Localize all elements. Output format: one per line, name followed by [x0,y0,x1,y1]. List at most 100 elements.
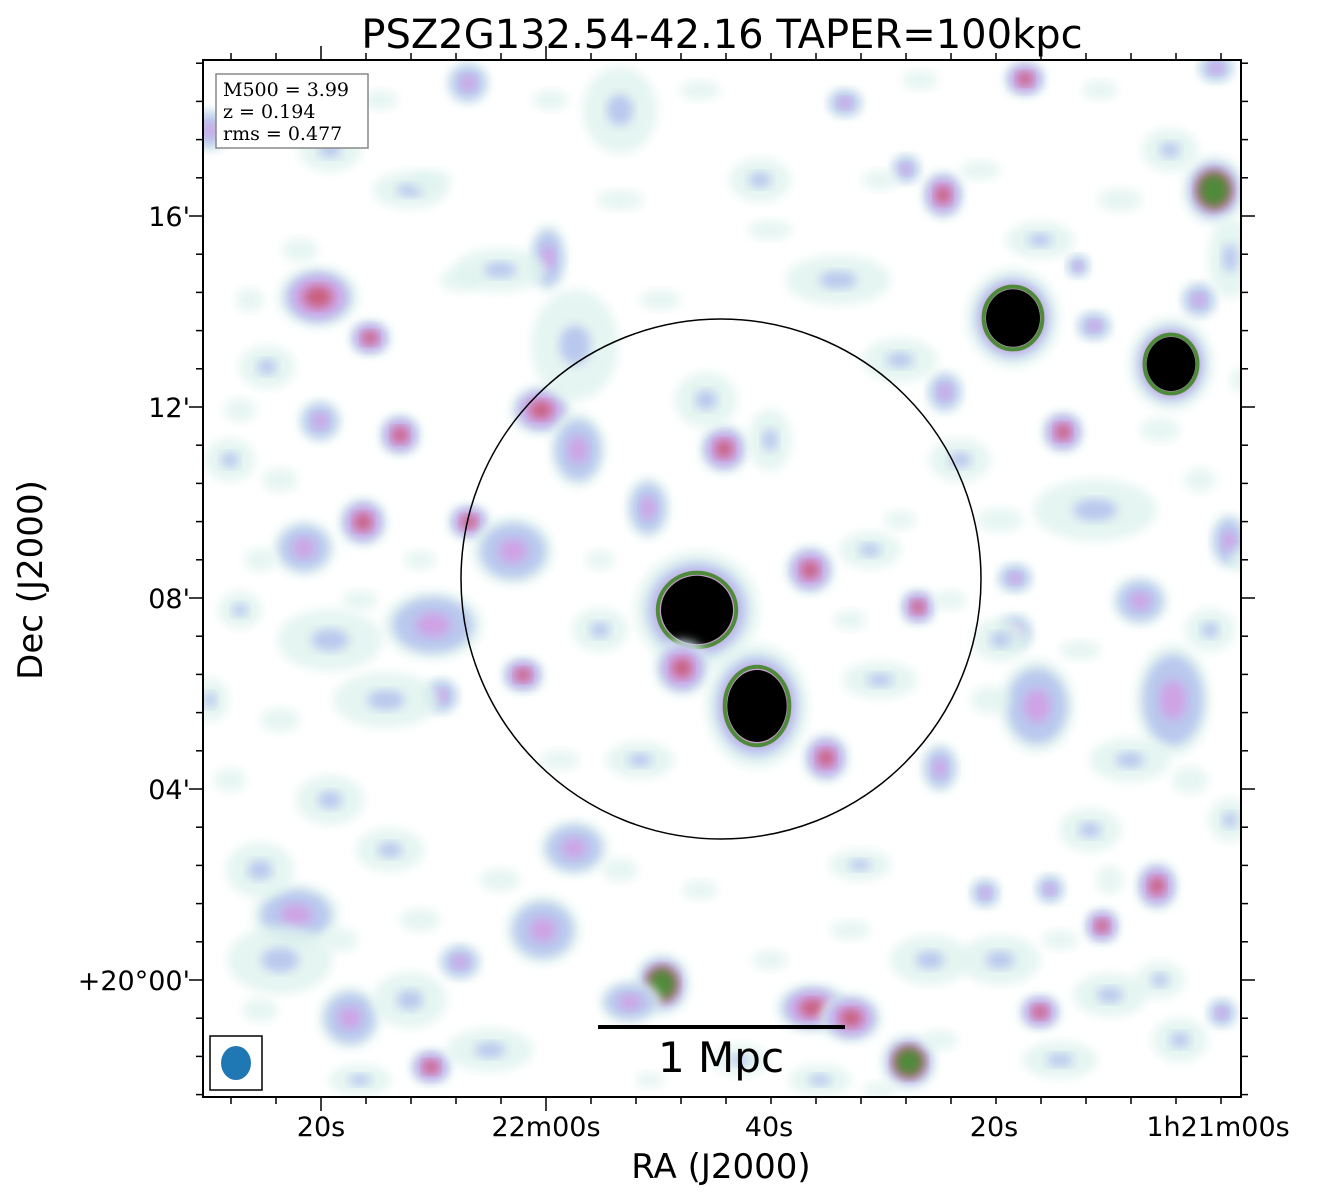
emission-blob [447,503,491,541]
y-axis-label: Dec (J2000) [11,480,51,680]
emission-blob [969,877,1001,909]
emission-blob [1230,368,1241,392]
emission-blob [225,842,295,898]
emission-blob [752,950,788,970]
emission-blob [712,1044,768,1076]
emission-blob [802,733,850,783]
emission-blob [596,190,644,210]
emission-blob [338,497,388,547]
emission-blob [921,743,959,793]
emission-blob [355,828,425,872]
emission-blob [1003,60,1047,98]
emission-blob [446,61,490,105]
emission-blob [295,775,365,825]
emission-blob [404,550,436,570]
info-m500: M500 = 3.99 [223,79,349,101]
emission-blob [409,1048,453,1086]
emission-blob [1083,907,1121,945]
emission-blob [440,268,480,292]
plot-frame [202,59,1242,1098]
emission-blob [277,266,359,328]
info-redshift: z = 0.194 [223,101,315,123]
emission-blob [342,590,378,610]
emission-blob [539,820,609,876]
x-tick-label: 40s [745,1112,793,1143]
emission-blob [1197,60,1235,84]
emission-blob [505,895,581,965]
emission-blob [531,289,619,401]
emission-blob [1005,221,1075,259]
emission-blob [1180,281,1218,319]
emission-blob [1041,410,1085,454]
emission-blob [501,656,545,694]
emission-blob [862,338,938,382]
emission-blob [1208,217,1241,299]
emission-blob [1089,738,1171,782]
emission-blob [970,686,1010,714]
emission-blob [830,920,870,940]
emission-blob [1230,548,1241,572]
scale-bar-label: 1 Mpc [658,1033,784,1082]
emission-blob [602,858,638,882]
x-tick-label: 20s [970,1112,1018,1143]
emission-blob [260,708,300,732]
emission-blob [748,409,792,471]
y-tick-label: 16' [148,202,190,233]
emission-blob [1184,468,1216,492]
emission-blob [1206,997,1238,1029]
emission-blob [966,268,1060,368]
emission-blob [383,590,483,660]
emission-blob [934,590,966,610]
emission-blob [1129,317,1213,411]
emission-blob [884,510,916,530]
emission-blob [890,153,922,185]
emission-blob [1208,798,1241,842]
emission-blob [277,609,383,671]
emission-blob [636,1072,664,1088]
emission-blob [472,516,554,586]
chart-title: PSZ2G132.54-42.16 TAPER=100kpc [361,12,1082,58]
emission-blob [362,90,398,110]
emission-blob [902,70,938,90]
emission-blob [244,548,276,572]
emission-blob [862,170,898,190]
emission-blob [214,768,246,792]
emission-blob [1140,418,1180,442]
emission-blob [1060,640,1100,660]
emission-blob [960,160,1000,180]
emission-blob [1096,866,1124,894]
emission-blob [348,319,392,357]
emission-blob [1034,873,1066,905]
emission-blob [826,87,864,119]
emission-blob [378,413,422,457]
emission-blob [881,1034,937,1090]
emission-blob [572,608,628,652]
emission-blob [1065,253,1091,279]
emission-blob [1072,973,1148,1017]
emission-blob [582,66,658,154]
emission-blob [540,750,580,770]
x-tick-label: 22m00s [491,1112,600,1143]
emission-blob [959,935,1041,985]
emission-blob [729,158,791,202]
emission-blob [1033,479,1157,541]
emission-blob [839,531,901,569]
emission-blob [586,550,614,570]
info-rms: rms = 0.477 [223,123,342,145]
emission-blob [999,659,1075,753]
emission-blob [1082,80,1118,100]
emission-blob [705,644,809,768]
emission-blob [842,661,918,699]
y-tick-label: 04' [148,775,190,806]
x-tick-label: 20s [297,1112,345,1143]
emission-blob [1042,930,1078,950]
emission-blob [262,468,298,492]
emission-blob [789,1064,851,1096]
emission-blob [408,170,452,190]
emission-blob [921,170,965,220]
emission-blob [699,424,749,474]
emission-blob [400,908,440,932]
emission-blob [1185,608,1235,652]
emission-blob [748,220,792,240]
